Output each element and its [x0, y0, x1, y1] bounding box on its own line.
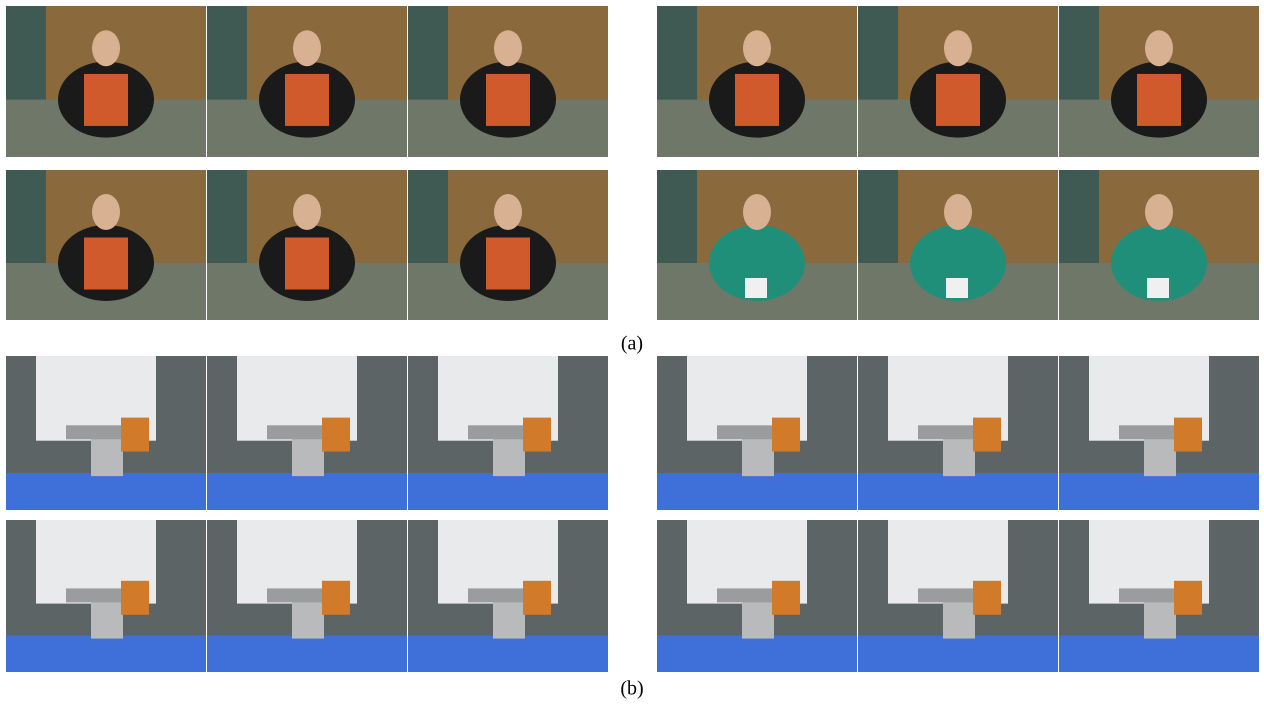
photo-frame — [207, 6, 407, 157]
object — [772, 418, 800, 452]
photo-frame — [657, 520, 857, 672]
person-head — [743, 30, 771, 66]
photo-frame — [6, 520, 206, 672]
photo-frame — [858, 170, 1058, 320]
table — [1059, 473, 1259, 510]
object — [973, 581, 1001, 615]
photo-frame — [858, 356, 1058, 510]
caption-a: (a) — [621, 333, 643, 355]
person-head — [92, 30, 120, 66]
book — [285, 238, 329, 290]
photo-frame — [6, 356, 206, 510]
photo-frame — [1059, 170, 1259, 320]
table — [408, 636, 608, 672]
book — [84, 74, 128, 126]
table — [858, 636, 1058, 672]
book — [936, 74, 980, 126]
robot-base — [91, 433, 123, 476]
photo-frame — [408, 520, 608, 672]
table — [6, 636, 206, 672]
person-head — [743, 194, 771, 230]
robot-base — [292, 433, 324, 476]
book — [84, 238, 128, 290]
book — [735, 74, 779, 126]
robot-base — [943, 433, 975, 476]
photo-frame — [207, 170, 407, 320]
photo-frame — [657, 356, 857, 510]
person-head — [293, 30, 321, 66]
photo-frame — [6, 6, 206, 157]
person-head — [1145, 30, 1173, 66]
photo-frame — [858, 6, 1058, 157]
person-head — [944, 194, 972, 230]
photo-frame — [1059, 6, 1259, 157]
robot-base — [493, 433, 525, 476]
object — [322, 581, 350, 615]
object — [1174, 418, 1202, 452]
person-head — [293, 194, 321, 230]
table — [6, 473, 206, 510]
object — [523, 418, 551, 452]
photo-frame — [1059, 356, 1259, 510]
object — [121, 418, 149, 452]
photo-frame — [657, 170, 857, 320]
mug — [745, 278, 767, 298]
book — [1137, 74, 1181, 126]
mug — [1147, 278, 1169, 298]
photo-frame — [6, 170, 206, 320]
person-head — [944, 30, 972, 66]
photo-frame — [408, 6, 608, 157]
table — [858, 473, 1058, 510]
person-head — [494, 30, 522, 66]
table — [1059, 636, 1259, 672]
object — [1174, 581, 1202, 615]
photo-frame — [207, 356, 407, 510]
person-head — [92, 194, 120, 230]
object — [973, 418, 1001, 452]
photo-frame — [1059, 520, 1259, 672]
photo-frame — [408, 170, 608, 320]
robot-base — [1144, 433, 1176, 476]
photo-frame — [207, 520, 407, 672]
caption-b: (b) — [620, 678, 643, 700]
photo-frame — [657, 6, 857, 157]
photo-frame — [408, 356, 608, 510]
table — [657, 473, 857, 510]
table — [207, 636, 407, 672]
person-head — [1145, 194, 1173, 230]
object — [322, 418, 350, 452]
photo-frame — [858, 520, 1058, 672]
object — [772, 581, 800, 615]
robot-base — [742, 433, 774, 476]
table — [408, 473, 608, 510]
book — [486, 238, 530, 290]
book — [285, 74, 329, 126]
table — [657, 636, 857, 672]
person-head — [494, 194, 522, 230]
mug — [946, 278, 968, 298]
book — [486, 74, 530, 126]
figure: (a) (b) — [0, 0, 1264, 708]
table — [207, 473, 407, 510]
object — [523, 581, 551, 615]
object — [121, 581, 149, 615]
